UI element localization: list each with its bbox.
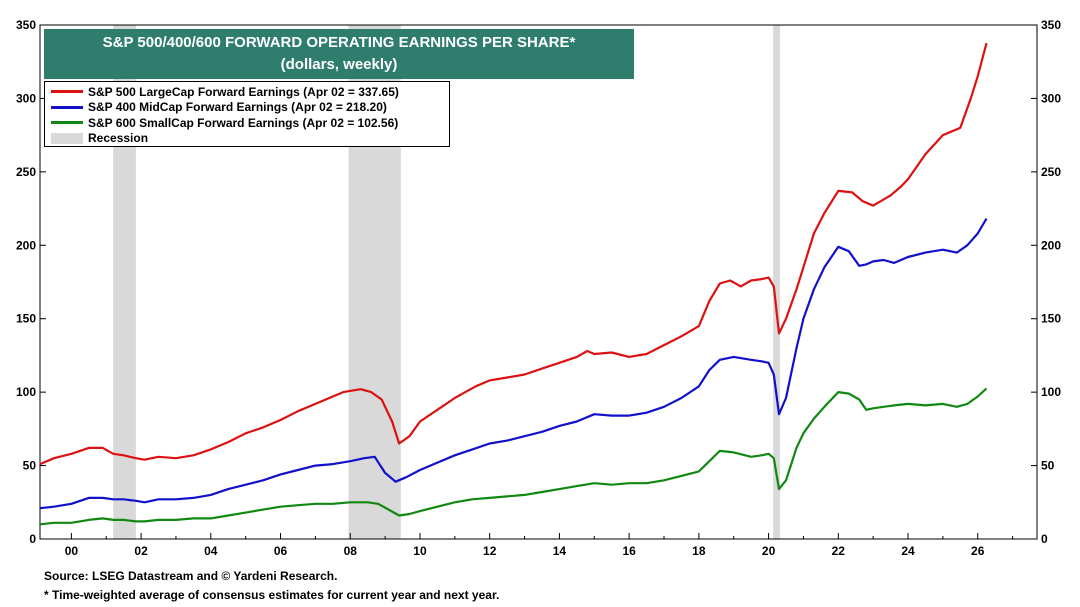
x-tick-label: 22 (832, 544, 846, 558)
y-tick-label-left: 300 (16, 91, 36, 105)
y-tick-label-right: 200 (1041, 238, 1061, 252)
y-tick-label-right: 50 (1041, 459, 1055, 473)
x-tick-label: 02 (134, 544, 148, 558)
legend-swatch-sp400 (51, 105, 83, 109)
legend-item-sp600: S&P 600 SmallCap Forward Earnings (Apr 0… (51, 115, 443, 131)
y-tick-label-right: 250 (1041, 165, 1061, 179)
recession-band-0 (113, 25, 136, 539)
y-tick-label-left: 200 (16, 238, 36, 252)
x-tick-label: 24 (901, 544, 915, 558)
x-tick-label: 14 (553, 544, 567, 558)
series-line-1 (39, 218, 988, 510)
x-tick-label: 12 (483, 544, 497, 558)
y-tick-label-right: 300 (1041, 91, 1061, 105)
y-tick-label-left: 250 (16, 165, 36, 179)
y-tick-label-left: 100 (16, 385, 36, 399)
chart-title: S&P 500/400/600 FORWARD OPERATING EARNIN… (102, 34, 576, 51)
x-tick-label: 08 (344, 544, 358, 558)
y-tick-label-left: 50 (23, 459, 37, 473)
legend-swatch-sp500 (51, 90, 83, 94)
legend-item-sp500: S&P 500 LargeCap Forward Earnings (Apr 0… (51, 84, 443, 100)
x-tick-label: 00 (65, 544, 79, 558)
x-tick-label: 10 (413, 544, 427, 558)
y-tick-label-left: 0 (29, 532, 36, 546)
legend-item-recession: Recession (51, 131, 443, 147)
legend-swatch-sp600 (51, 121, 83, 125)
y-tick-label-right: 100 (1041, 385, 1061, 399)
x-tick-label: 06 (274, 544, 288, 558)
source-note: Source: LSEG Datastream and © Yardeni Re… (44, 569, 338, 583)
chart-title-box: S&P 500/400/600 FORWARD OPERATING EARNIN… (44, 29, 634, 79)
series-line-2 (39, 387, 988, 526)
series-line-0 (39, 42, 988, 466)
legend-swatch-recession (51, 132, 83, 144)
legend-item-sp400: S&P 400 MidCap Forward Earnings (Apr 02 … (51, 100, 443, 116)
legend-label-sp500: S&P 500 LargeCap Forward Earnings (Apr 0… (88, 84, 399, 99)
legend-label-recession: Recession (88, 131, 149, 146)
y-tick-label-left: 350 (16, 18, 36, 32)
x-tick-label: 18 (692, 544, 706, 558)
plot-area-border (39, 24, 1038, 540)
y-tick-label-right: 150 (1041, 312, 1061, 326)
y-tick-label-right: 0 (1041, 532, 1048, 546)
recession-band-2 (773, 25, 781, 539)
legend-label-sp600: S&P 600 SmallCap Forward Earnings (Apr 0… (88, 115, 399, 130)
x-tick-label: 20 (762, 544, 776, 558)
x-tick-label: 04 (204, 544, 218, 558)
legend-label-sp400: S&P 400 MidCap Forward Earnings (Apr 02 … (88, 100, 387, 115)
chart-subtitle: (dollars, weekly) (280, 56, 398, 73)
series-lines (39, 42, 988, 526)
footnote: * Time-weighted average of consensus est… (44, 588, 500, 602)
y-tick-label-left: 150 (16, 312, 36, 326)
x-tick-label: 16 (622, 544, 636, 558)
x-tick-label: 26 (971, 544, 985, 558)
y-tick-label-right: 350 (1041, 18, 1061, 32)
legend: S&P 500 LargeCap Forward Earnings (Apr 0… (44, 81, 450, 147)
